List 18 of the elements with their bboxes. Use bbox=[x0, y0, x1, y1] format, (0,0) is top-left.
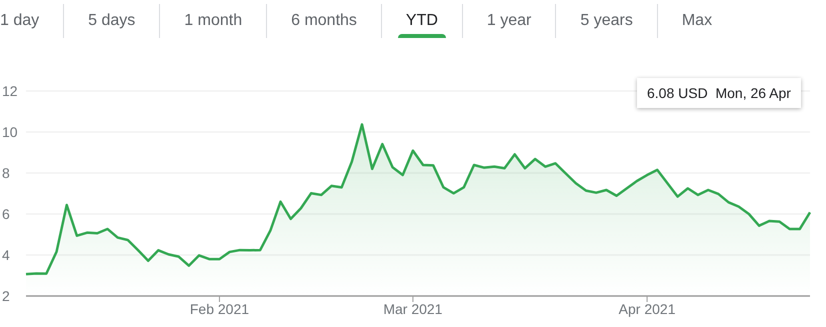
text: 1 year bbox=[462, 4, 556, 38]
y-tick-label: 12 bbox=[2, 83, 18, 99]
y-tick-label: 4 bbox=[2, 247, 10, 263]
x-tick-label: Feb 2021 bbox=[190, 300, 250, 317]
text: 5 days bbox=[63, 4, 160, 38]
y-tick-label: 10 bbox=[2, 124, 18, 140]
text: 5 years bbox=[555, 4, 657, 38]
x-tick-label: Mar 2021 bbox=[383, 300, 443, 317]
text: 1 day bbox=[0, 11, 40, 31]
y-tick-label: 6 bbox=[2, 206, 10, 222]
text: 1 month bbox=[159, 4, 266, 38]
text: YTD bbox=[380, 4, 462, 38]
annotation: 6.08 USD Mon, 26 Apr bbox=[637, 78, 801, 108]
y-tick-label: 2 bbox=[2, 288, 10, 304]
text: 6 months bbox=[266, 4, 381, 38]
y-tick-label: 8 bbox=[2, 165, 10, 181]
text: Max bbox=[656, 4, 736, 38]
x-tick-label: Apr 2021 bbox=[618, 300, 676, 317]
